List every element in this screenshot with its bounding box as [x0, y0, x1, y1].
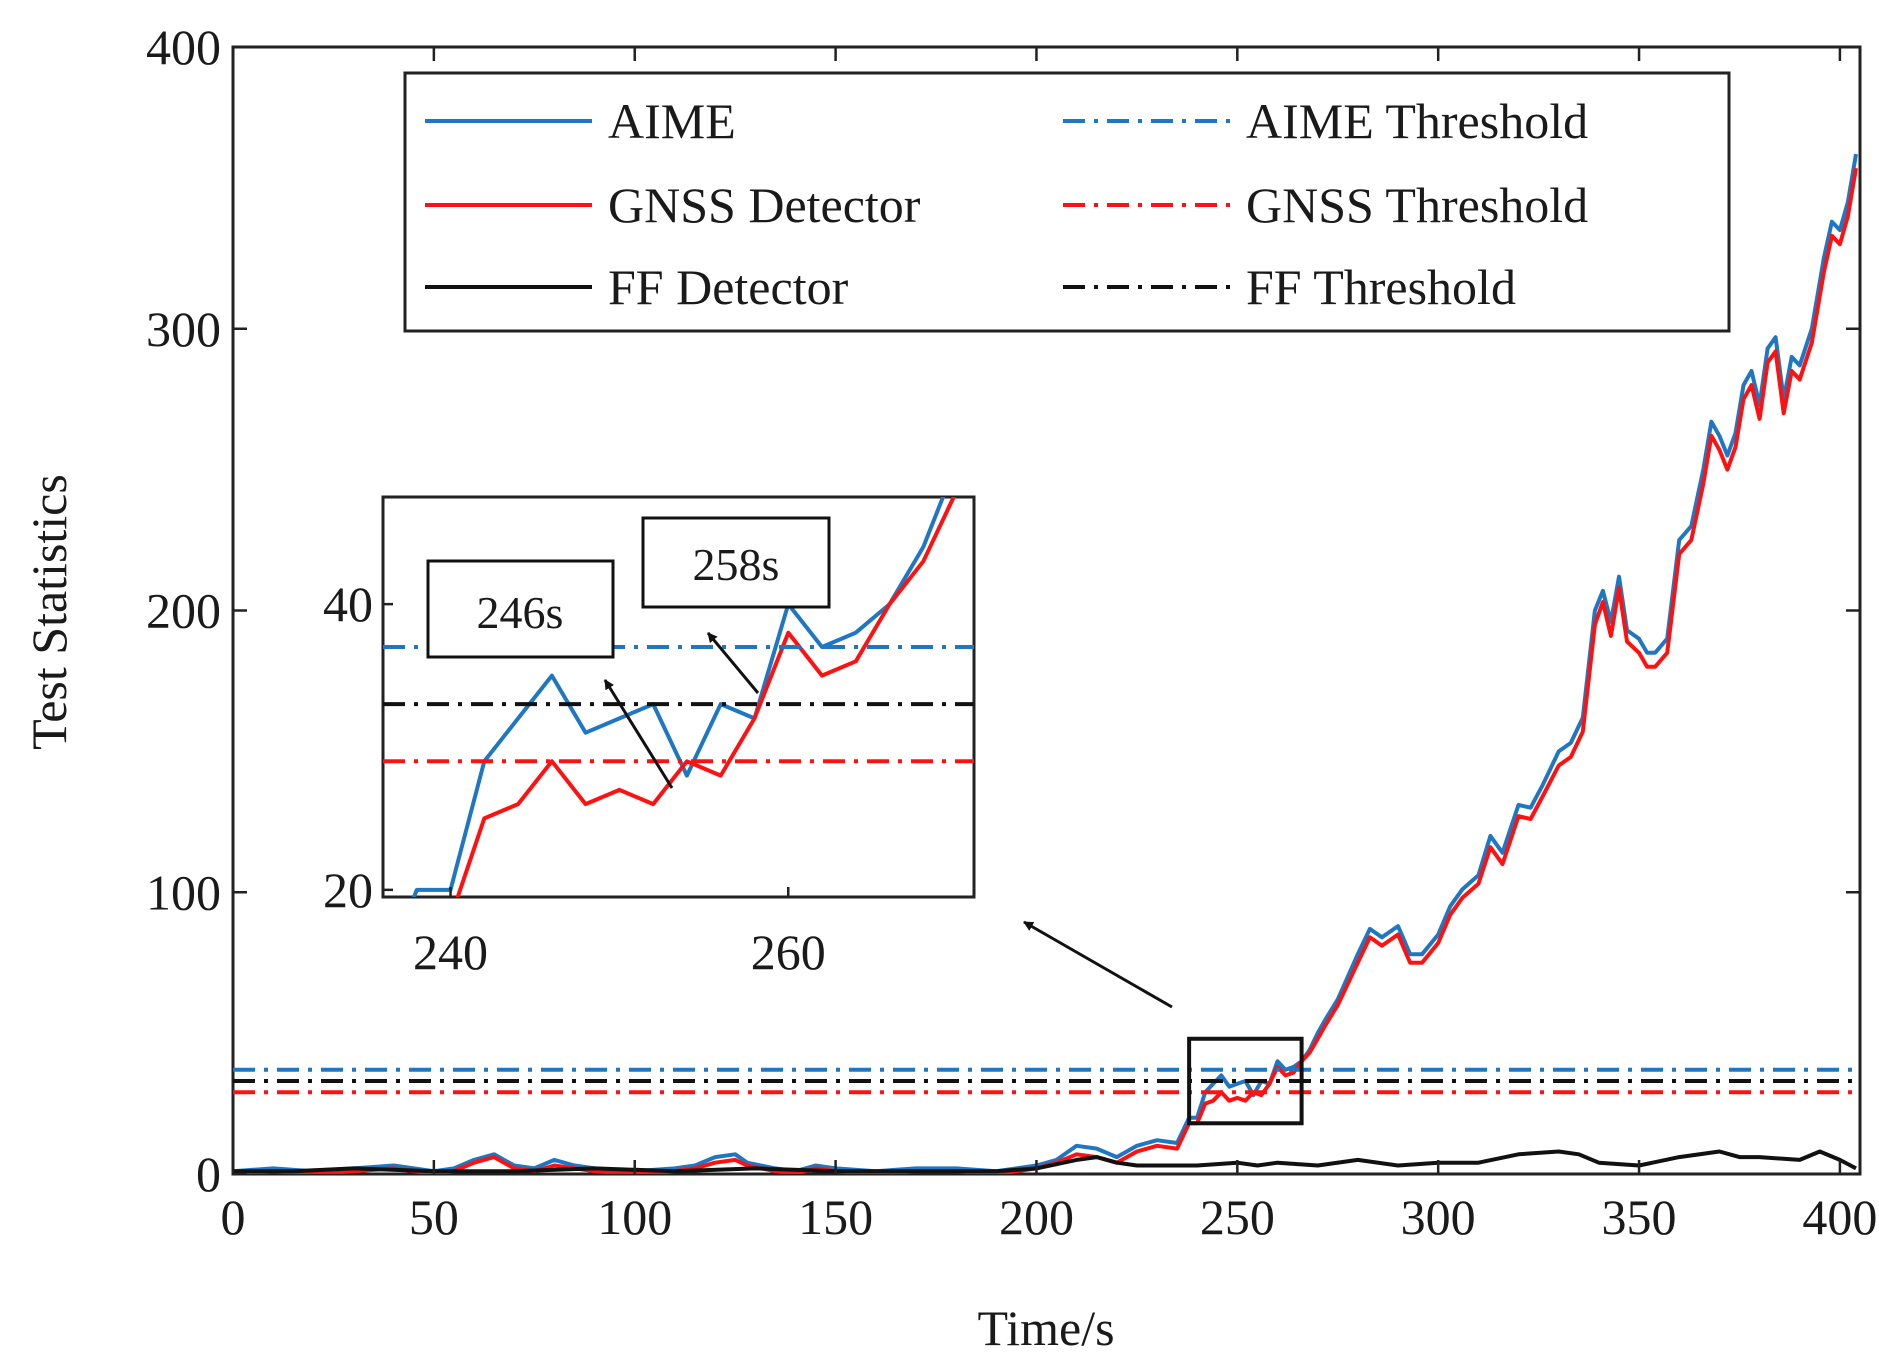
arrow-258s	[706, 632, 760, 694]
y-tick-label: 400	[146, 19, 221, 75]
callout-246s: 246s	[477, 587, 564, 638]
inset-y-tick-label: 20	[323, 862, 373, 918]
x-tick-label: 300	[1401, 1189, 1476, 1245]
y-axis-title: Test Statistics	[21, 474, 77, 750]
x-tick-label: 100	[597, 1189, 672, 1245]
y-tick-label: 0	[196, 1146, 221, 1202]
legend-label-ff-threshold: FF Threshold	[1246, 259, 1516, 315]
legend-label-aime: AIME	[608, 93, 736, 149]
legend-label-ff: FF Detector	[608, 259, 849, 315]
series-ff	[233, 1149, 1857, 1174]
inset-x-tick-label: 260	[751, 924, 826, 980]
x-tick-label: 50	[409, 1189, 459, 1245]
series-aime	[411, 497, 946, 897]
inset-y-tick-label: 40	[323, 576, 373, 632]
y-tick-label: 200	[146, 583, 221, 639]
series-gnss	[233, 167, 1858, 1174]
axis-ticks: 0 50 100 150 200 250 300 350 400 0 100 200 300 400	[146, 19, 1877, 1245]
x-tick-label: 150	[798, 1189, 873, 1245]
arrow-246s	[603, 679, 674, 789]
plot-lines	[233, 153, 1860, 1174]
zoom-region-box	[1187, 1036, 1304, 1126]
x-tick-label: 0	[221, 1189, 246, 1245]
callout-box-246s	[426, 559, 615, 659]
inset-axis-ticks: 240 260 20 40	[323, 576, 826, 980]
legend-label-gnss-threshold: GNSS Threshold	[1246, 177, 1588, 233]
y-tick-label: 300	[146, 301, 221, 357]
series-gnss	[455, 497, 956, 897]
legend: AIME GNSS Detector FF Detector AIME Thre…	[403, 71, 1731, 333]
x-axis-title: Time/s	[977, 1300, 1114, 1356]
legend-label-aime-threshold: AIME Threshold	[1246, 93, 1588, 149]
callout-box-258s	[641, 516, 831, 609]
y-tick-label: 100	[146, 864, 221, 920]
callout-258s: 258s	[693, 539, 780, 590]
inset-x-tick-label: 240	[413, 924, 488, 980]
x-tick-label: 250	[1200, 1189, 1275, 1245]
legend-label-gnss: GNSS Detector	[608, 177, 921, 233]
zoom-arrow	[1023, 920, 1173, 1009]
x-tick-label: 200	[999, 1189, 1074, 1245]
x-tick-label: 400	[1802, 1189, 1877, 1245]
x-tick-label: 350	[1602, 1189, 1677, 1245]
